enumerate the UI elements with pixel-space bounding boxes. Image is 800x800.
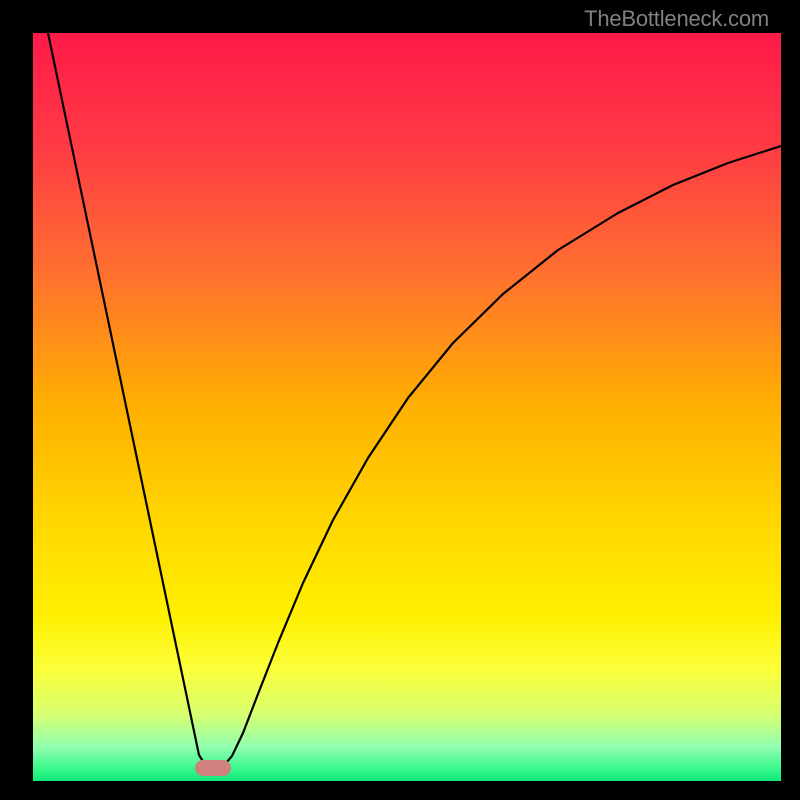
watermark-text: TheBottleneck.com	[584, 6, 769, 32]
sweet-spot-marker	[195, 760, 231, 776]
bottleneck-curve	[33, 33, 781, 781]
plot-area	[33, 33, 781, 781]
